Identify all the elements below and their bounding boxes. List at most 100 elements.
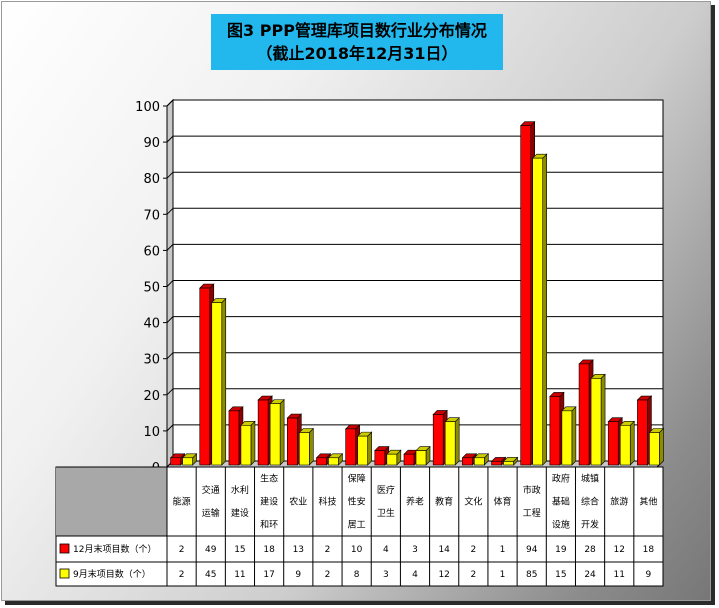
bar <box>386 449 402 466</box>
bar-front <box>328 457 339 466</box>
bar <box>169 453 186 466</box>
gridline-side <box>166 352 174 360</box>
gridline-side <box>166 424 174 432</box>
bar-front <box>474 457 485 466</box>
data-table-value: 13 <box>293 545 304 555</box>
bar-side <box>308 427 314 466</box>
bar-side <box>542 153 548 466</box>
category-label: 卫生 <box>377 507 395 519</box>
chart-subtitle: （截止2018年12月31日） <box>256 44 458 63</box>
bar-front <box>170 457 181 466</box>
bar-side <box>279 398 285 466</box>
bar-front <box>403 453 415 466</box>
data-table-value: 2 <box>325 545 331 555</box>
y-tick-label: 70 <box>143 208 160 223</box>
data-table-value: 4 <box>412 570 418 580</box>
bar-front <box>386 453 398 466</box>
bar-front <box>637 399 648 466</box>
data-table-value: 1 <box>500 545 506 555</box>
bar <box>240 420 256 466</box>
y-tick-label: 90 <box>143 136 160 151</box>
bar-front <box>444 421 456 466</box>
bar <box>298 427 315 466</box>
category-label: 医疗 <box>377 484 395 496</box>
gridline-side <box>166 171 174 179</box>
bar <box>269 398 285 466</box>
category-label: 城镇 <box>581 473 599 485</box>
category-label: 开发 <box>581 519 599 531</box>
bar-front <box>374 450 386 466</box>
bar <box>181 453 198 466</box>
chart-title-box: 图3 PPP管理库项目数行业分布情况 （截止2018年12月31日） <box>211 14 503 70</box>
category-label: 农业 <box>289 496 307 508</box>
gridline-side <box>166 316 174 323</box>
category-label: 工程 <box>523 508 541 519</box>
data-table-value: 2 <box>179 545 185 555</box>
y-tick-label: 50 <box>143 281 160 296</box>
bar-front <box>503 461 514 466</box>
bar-side <box>600 373 606 466</box>
data-table-value: 12 <box>614 545 625 555</box>
data-table-value: 3 <box>383 570 389 580</box>
bar-side <box>659 427 664 466</box>
bar <box>590 373 606 466</box>
category-label: 生态 <box>260 473 278 485</box>
bar-front <box>182 457 193 466</box>
bar-front <box>590 378 602 466</box>
bar <box>531 153 548 466</box>
bar-side <box>221 297 227 466</box>
bar <box>415 445 431 466</box>
y-tick-label: 10 <box>143 425 160 440</box>
data-table-value: 12 <box>438 570 449 580</box>
category-label: 旅游 <box>610 496 628 508</box>
bar <box>356 431 373 466</box>
category-label: 基础 <box>552 496 570 508</box>
bar-front <box>649 432 660 466</box>
bar-front <box>607 421 619 466</box>
bar-front <box>211 302 223 466</box>
bar-front <box>269 403 281 466</box>
bar <box>648 427 665 466</box>
category-label: 文化 <box>464 496 482 508</box>
data-table-value: 45 <box>205 570 216 580</box>
bar-front <box>228 410 240 466</box>
category-label: 设施 <box>552 519 570 531</box>
bar-front <box>491 461 502 466</box>
category-label: 政府 <box>552 473 570 485</box>
category-label: 性安 <box>348 496 366 508</box>
bar-front <box>549 396 561 466</box>
bar-side <box>454 416 460 466</box>
category-label: 教育 <box>435 496 453 508</box>
gridline-side <box>166 99 174 107</box>
data-table-value: 9 <box>646 570 652 580</box>
bar-front <box>345 428 356 466</box>
category-label: 市政 <box>523 484 541 496</box>
category-label: 运输 <box>202 507 220 519</box>
y-tick-label: 80 <box>143 172 160 187</box>
y-tick-label: 40 <box>143 317 160 332</box>
category-label: 养老 <box>406 496 424 508</box>
gridline-side <box>166 280 174 287</box>
legend-label: 9月末项目数（个） <box>73 568 151 580</box>
bar-front <box>240 424 252 466</box>
data-table-value: 24 <box>584 570 596 580</box>
data-table-value: 14 <box>438 545 450 555</box>
data-table-value: 11 <box>234 570 245 580</box>
bar <box>502 456 519 466</box>
category-label: 其他 <box>639 496 657 508</box>
data-table-value: 9 <box>295 570 301 580</box>
bar <box>561 406 577 466</box>
data-table-value: 11 <box>614 570 625 580</box>
category-label: 体育 <box>494 496 512 508</box>
category-label: 居工 <box>348 520 366 531</box>
data-table-value: 1 <box>500 570 506 580</box>
data-table-value: 4 <box>383 545 389 555</box>
data-table-value: 15 <box>555 570 566 580</box>
data-table-value: 18 <box>263 545 275 555</box>
bar-front <box>462 457 473 466</box>
data-table-value: 28 <box>584 545 596 555</box>
bar-front <box>316 457 327 466</box>
bar-front <box>357 435 368 466</box>
data-table-value: 2 <box>179 570 185 580</box>
gridline-side <box>166 135 174 143</box>
